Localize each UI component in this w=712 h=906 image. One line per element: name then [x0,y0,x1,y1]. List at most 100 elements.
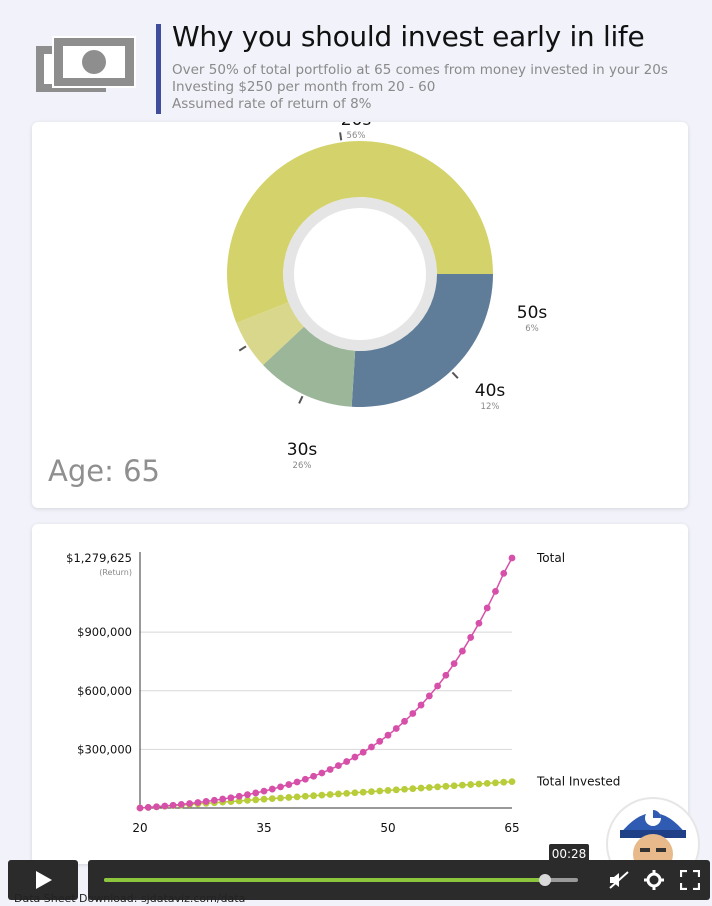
data-point [260,787,268,795]
donut-slice-20s [227,141,493,323]
donut-percent-50s: 6% [525,324,539,334]
data-point [450,782,458,790]
series-line-total [139,557,513,809]
series-label: Total Invested [536,775,620,789]
data-point [343,758,351,765]
fullscreen-icon[interactable] [680,870,700,890]
y-top-note: (Return) [99,568,132,577]
data-point [376,737,384,745]
donut-hole [294,208,426,340]
donut-slice-50s [236,302,304,366]
data-point [285,781,293,788]
data-point [467,781,475,788]
data-point [500,569,508,577]
data-point [475,780,483,788]
data-sheet-note: Data Sheet Download: sjdataviz.com/data [14,892,246,905]
series-line-total-invested [139,780,513,809]
data-point [459,781,466,789]
data-point [409,785,417,793]
data-point [285,794,293,801]
data-point [293,778,301,786]
data-point [136,804,144,812]
subtitle-line-2: Investing $250 per month from 20 - 60 [172,79,436,95]
y-tick-label: $600,000 [77,684,132,698]
play-icon [36,871,52,889]
gear-icon[interactable] [644,870,664,890]
donut-percent-30s: 26% [293,461,312,471]
data-point [508,778,516,786]
data-point [244,791,251,799]
no-sound-icon[interactable] [608,870,630,890]
subtitle-line-1: Over 50% of total portfolio at 65 comes … [172,62,668,78]
data-point [492,779,499,787]
data-point [219,795,227,803]
donut-tick-30s [451,371,459,379]
data-point [277,783,284,791]
data-point [343,789,351,797]
data-point [318,769,326,777]
data-point [161,802,169,810]
y-tick-label: $900,000 [77,625,132,639]
data-point [368,743,375,751]
data-point [277,794,284,802]
data-point [434,783,441,791]
data-point [310,772,317,780]
data-point [475,619,483,627]
money-icon [36,36,136,92]
data-point [268,795,276,803]
donut-label-20s: 20s [341,122,372,130]
data-point [235,797,243,805]
data-point [186,800,194,807]
data-point [384,787,392,794]
y-tick-label: $300,000 [77,742,132,756]
data-point [368,788,375,795]
data-point [301,775,309,783]
data-point [508,554,516,562]
data-point [392,786,400,794]
series-label: Total [536,551,565,565]
data-point [177,801,185,808]
data-point [417,701,425,709]
data-point [459,647,466,655]
data-point [293,793,301,801]
data-point [260,795,268,803]
data-point [434,682,441,690]
data-point [310,792,317,800]
data-point [318,791,326,799]
x-tick-label: 20 [132,821,147,835]
data-point [326,791,334,798]
data-point [252,789,260,797]
data-point [268,785,276,793]
x-tick-label: 35 [256,821,271,835]
line-chart: $300,000 $600,000 $900,000 $1,279,625 (Retur… [66,551,620,835]
data-point [335,762,342,770]
progress-handle[interactable] [538,874,551,886]
data-point [483,779,491,787]
data-point [235,792,243,800]
data-point [409,710,417,717]
data-point [252,796,260,804]
play-button[interactable] [8,860,78,900]
donut-tick-40s [298,395,304,404]
data-point [144,803,152,811]
data-point [359,788,367,796]
data-point [326,766,334,773]
donut-percent-20s: 56% [347,131,366,141]
donut-label-50s: 50s [517,303,548,323]
age-label: Age: 65 [48,454,160,488]
data-point [492,587,499,595]
x-tick-label: 50 [380,821,395,835]
donut-tick-20s [339,132,343,141]
subtitle-line-3: Assumed rate of return of 8% [172,96,372,112]
donut-slice-40s [263,326,356,407]
data-point [169,801,177,809]
data-point [425,784,433,791]
line-chart-card: $300,000 $600,000 $900,000 $1,279,625 (Retur… [32,524,688,864]
data-point [351,753,359,761]
data-point [359,748,367,756]
data-point [483,604,491,612]
data-point [442,782,450,790]
data-point [500,778,508,786]
